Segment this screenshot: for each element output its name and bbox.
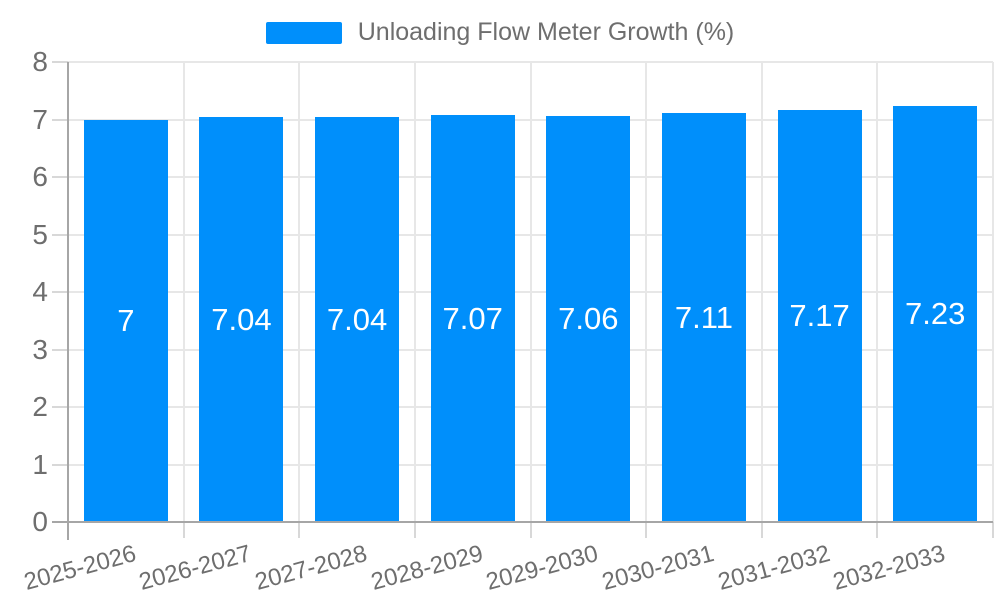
y-tick — [52, 233, 68, 236]
x-gridline — [876, 62, 879, 522]
bar-value-label: 7.11 — [674, 299, 733, 335]
bar[interactable] — [893, 106, 978, 522]
y-tick — [52, 291, 68, 293]
bar-value-label: 7.17 — [789, 297, 850, 333]
legend[interactable]: Unloading Flow Meter Growth (%) — [0, 18, 1000, 47]
y-axis-label: 4 — [32, 276, 48, 307]
y-tick — [52, 118, 68, 121]
y-axis-label: 7 — [32, 103, 48, 135]
bar[interactable] — [777, 109, 862, 522]
x-tick — [413, 522, 416, 538]
bar-value-label: 7.07 — [442, 300, 503, 336]
bar-value-label: 7.04 — [326, 301, 388, 337]
x-tick — [529, 522, 532, 538]
bar-value-label: 7.04 — [211, 301, 272, 337]
legend-label: Unloading Flow Meter Growth (%) — [357, 18, 735, 46]
x-tick — [645, 522, 648, 538]
y-axis-label: 1 — [32, 448, 48, 480]
x-gridline — [413, 62, 416, 522]
y-axis-label: 8 — [32, 46, 48, 77]
x-tick — [298, 522, 301, 538]
x-tick — [760, 522, 763, 538]
x-axis-line — [52, 521, 993, 523]
x-gridline — [645, 62, 648, 522]
y-tick — [52, 348, 68, 351]
bar[interactable] — [661, 113, 746, 522]
y-tick — [52, 406, 68, 408]
bar[interactable] — [315, 117, 400, 522]
y-tick — [52, 61, 68, 63]
x-tick — [182, 522, 185, 538]
y-axis-label: 3 — [32, 333, 48, 365]
x-tick — [992, 522, 994, 538]
x-gridline — [760, 62, 763, 522]
y-tick — [52, 463, 68, 466]
x-gridline — [298, 62, 301, 522]
bar[interactable] — [199, 117, 284, 522]
y-tick — [52, 176, 68, 178]
y-axis-label: 5 — [32, 218, 48, 250]
x-tick — [876, 522, 879, 538]
y-axis-label: 2 — [32, 391, 48, 422]
bar[interactable] — [546, 116, 631, 522]
x-gridline — [182, 62, 185, 522]
y-axis-label: 0 — [32, 506, 48, 537]
bar-value-label: 7.06 — [558, 301, 619, 337]
x-gridline — [529, 62, 532, 522]
y-axis-line — [67, 62, 69, 540]
bar[interactable] — [83, 119, 168, 522]
bar[interactable] — [430, 115, 515, 522]
bar-value-label: 7 — [117, 302, 135, 338]
x-gridline — [992, 62, 994, 522]
bar-value-label: 7.23 — [905, 296, 966, 332]
y-axis-label: 6 — [32, 161, 48, 192]
legend-swatch — [265, 21, 342, 44]
